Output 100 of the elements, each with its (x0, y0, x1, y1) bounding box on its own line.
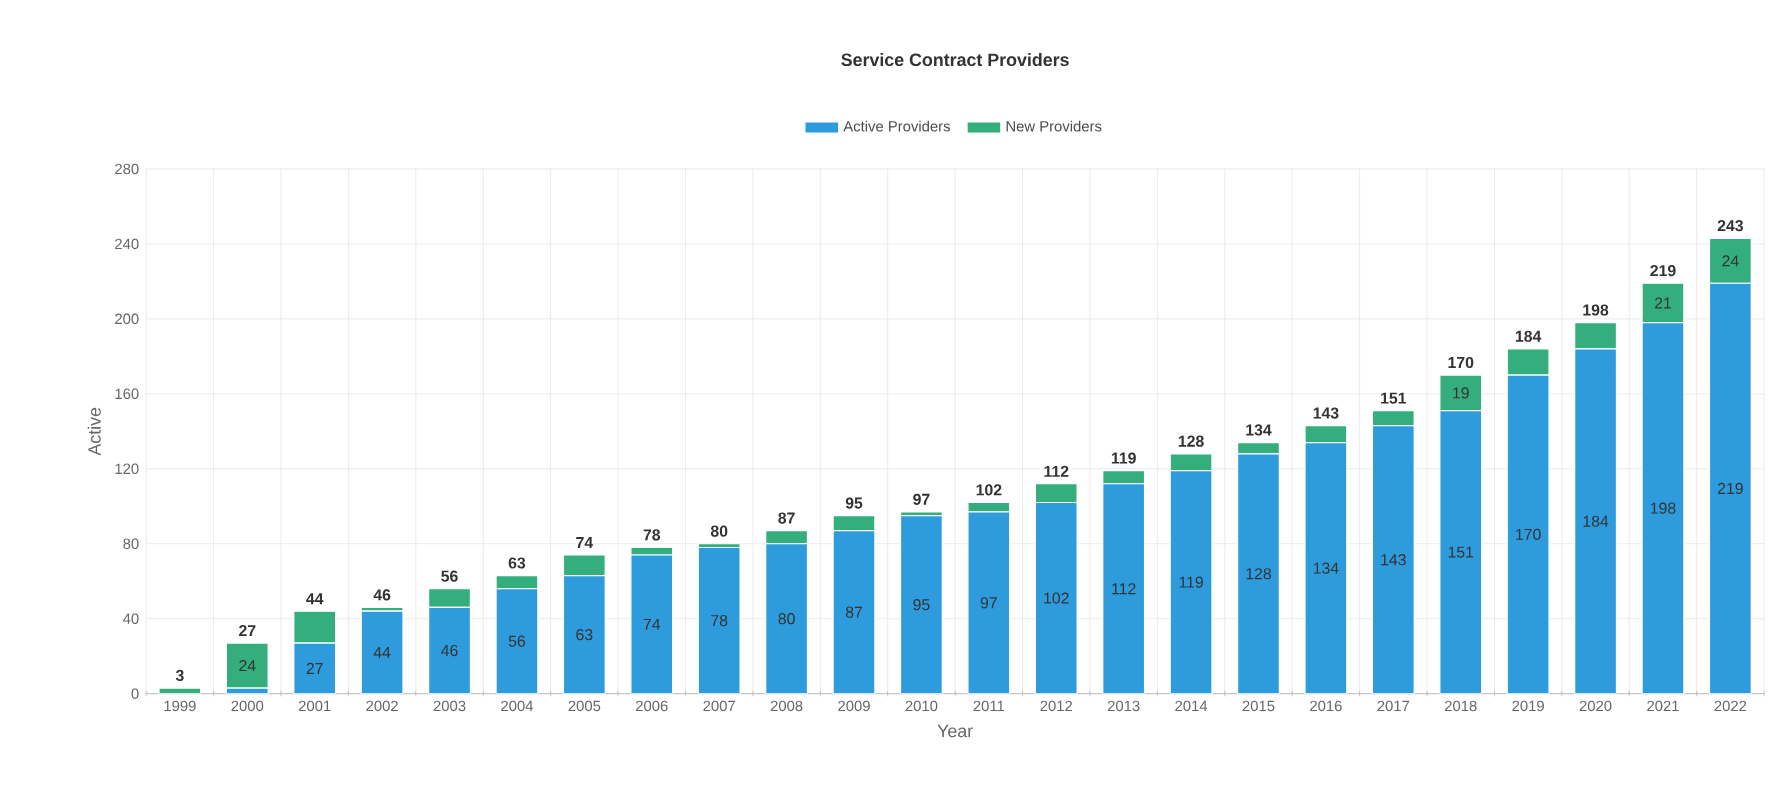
x-axis-title: Year (937, 724, 973, 738)
x-tick-label: 2013 (1107, 700, 1140, 712)
data-label: 151 (1448, 546, 1474, 558)
bar (562, 554, 606, 577)
x-tick-label: 2010 (905, 700, 938, 712)
data-label: 97 (980, 597, 997, 609)
total-label: 95 (845, 497, 863, 509)
bar (1034, 501, 1078, 694)
bar (1102, 470, 1146, 485)
data-label: 21 (1654, 297, 1672, 309)
data-label: 119 (1179, 576, 1203, 588)
x-tick-label: 2017 (1377, 700, 1410, 712)
bar (1371, 410, 1415, 427)
bar (293, 610, 337, 644)
bar (428, 588, 471, 609)
bar (1641, 282, 1685, 324)
bar (1102, 483, 1146, 694)
total-label: 97 (913, 493, 930, 505)
bar (832, 530, 876, 694)
total-label: 151 (1381, 392, 1407, 404)
legend-label: New Providers (1006, 120, 1102, 132)
x-tick-label: 2006 (636, 700, 668, 712)
bar (1708, 282, 1752, 694)
x-tick-label: 2008 (770, 700, 803, 712)
bar (1708, 237, 1752, 284)
data-label: 78 (711, 614, 728, 627)
x-tick-label: 2021 (1647, 700, 1679, 712)
bar (1371, 425, 1415, 694)
bar (697, 546, 741, 694)
bar (1304, 425, 1348, 444)
bar (1237, 453, 1280, 694)
data-label: 63 (576, 629, 593, 641)
total-label: 44 (306, 593, 324, 605)
total-label: 74 (576, 537, 594, 548)
total-label: 170 (1448, 356, 1474, 369)
y-tick-label: 200 (115, 313, 139, 325)
y-tick-label: 240 (115, 238, 139, 250)
bar (1169, 453, 1213, 472)
total-label: 243 (1717, 220, 1744, 232)
total-label: 80 (710, 525, 728, 537)
y-tick-label: 0 (131, 688, 139, 699)
data-label: 46 (441, 644, 458, 657)
x-tick-label: 2014 (1175, 700, 1208, 712)
data-label: 143 (1381, 554, 1406, 566)
bar (562, 574, 606, 694)
data-label: 80 (778, 613, 795, 625)
x-tick-label: 2022 (1714, 700, 1747, 712)
bar (899, 515, 943, 694)
y-tick-label: 160 (115, 388, 139, 400)
x-tick-label: 2015 (1242, 700, 1275, 712)
bar (1439, 410, 1483, 694)
total-label: 198 (1583, 304, 1609, 316)
chart-title: Service Contract Providers (841, 52, 1069, 67)
x-tick-label: 2007 (703, 700, 735, 712)
total-label: 128 (1178, 435, 1204, 447)
y-tick-label: 280 (115, 163, 139, 175)
x-tick-label: 2009 (838, 700, 870, 712)
x-tick-label: 2000 (231, 700, 264, 712)
data-label: 184 (1583, 515, 1609, 527)
data-label: 134 (1313, 562, 1339, 574)
data-label: 102 (1044, 592, 1069, 604)
total-label: 102 (976, 484, 1002, 496)
total-label: 112 (1044, 465, 1069, 477)
y-axis-title: Active (87, 407, 101, 456)
total-label: 63 (508, 557, 526, 569)
legend-label: Active Providers (843, 120, 951, 132)
data-label: 170 (1516, 528, 1541, 540)
x-tick-label: 2018 (1444, 700, 1477, 712)
x-tick-label: 2011 (973, 700, 1005, 712)
bar (1304, 441, 1348, 694)
data-label: 112 (1112, 583, 1136, 595)
total-label: 56 (441, 570, 458, 582)
total-label: 119 (1111, 452, 1136, 464)
x-tick-label: 2005 (568, 700, 601, 712)
data-label: 128 (1246, 568, 1271, 580)
total-label: 134 (1246, 424, 1272, 436)
y-tick-label: 80 (123, 538, 139, 549)
total-label: 184 (1515, 330, 1542, 342)
bar (495, 588, 539, 694)
data-label: 24 (239, 660, 256, 672)
x-tick-label: 2019 (1512, 700, 1544, 712)
data-label: 87 (845, 606, 863, 618)
y-tick-label: 40 (123, 613, 139, 624)
x-tick-label: 2002 (366, 700, 398, 712)
data-label: 95 (913, 599, 930, 611)
bar (428, 606, 471, 694)
bar (293, 642, 337, 694)
total-label: 27 (239, 624, 256, 637)
bar (225, 642, 269, 689)
data-label: 44 (373, 646, 391, 658)
data-label: 56 (508, 635, 526, 647)
bar (1034, 483, 1078, 504)
data-label: 74 (643, 618, 661, 630)
x-tick-label: 2020 (1579, 700, 1612, 712)
y-tick-label: 120 (115, 463, 139, 475)
bar (1641, 321, 1685, 694)
bar (1574, 321, 1618, 350)
bar (967, 511, 1011, 694)
data-label: 27 (306, 662, 323, 674)
data-label: 219 (1717, 482, 1743, 495)
